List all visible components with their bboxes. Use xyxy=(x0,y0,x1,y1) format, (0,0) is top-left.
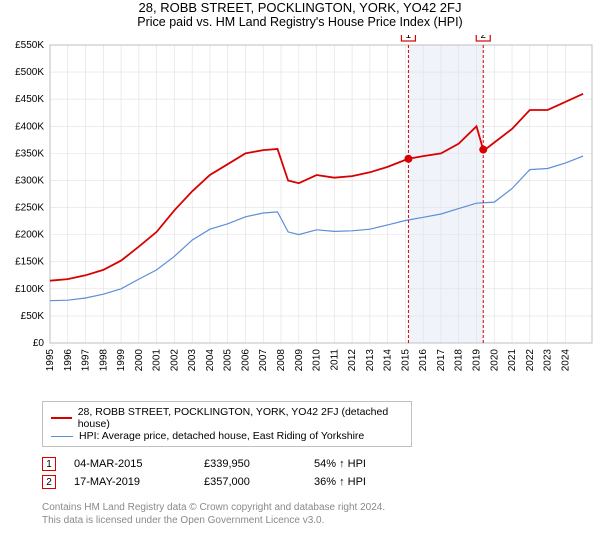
svg-text:£200K: £200K xyxy=(15,230,44,241)
legend-row: HPI: Average price, detached house, East… xyxy=(51,430,403,442)
svg-text:2023: 2023 xyxy=(543,349,554,372)
svg-text:2016: 2016 xyxy=(418,349,429,372)
svg-text:2019: 2019 xyxy=(471,349,482,372)
legend: 28, ROBB STREET, POCKLINGTON, YORK, YO42… xyxy=(42,401,412,447)
svg-text:2007: 2007 xyxy=(258,349,269,372)
svg-text:2022: 2022 xyxy=(525,349,536,372)
transactions-table: 1 04-MAR-2015£339,95054% ↑ HPI 2 17-MAY-201… xyxy=(42,455,600,491)
svg-text:£250K: £250K xyxy=(15,203,44,214)
footnote-line-1: Contains HM Land Registry data © Crown c… xyxy=(42,501,600,514)
transaction-date: 17-MAY-2019 xyxy=(74,476,204,488)
svg-text:2014: 2014 xyxy=(383,349,394,372)
legend-swatch xyxy=(51,417,72,419)
svg-text:£100K: £100K xyxy=(15,284,44,295)
chart-area: £0 £50K £100K £150K £200K £250K £300K £350K £400… xyxy=(0,35,600,395)
svg-text:£0: £0 xyxy=(33,338,45,349)
svg-text:1996: 1996 xyxy=(63,349,74,372)
svg-text:2002: 2002 xyxy=(169,349,180,372)
legend-row: 28, ROBB STREET, POCKLINGTON, YORK, YO42… xyxy=(51,406,403,430)
legend-label: HPI: Average price, detached house, East… xyxy=(79,430,364,442)
footnote: Contains HM Land Registry data © Crown c… xyxy=(42,501,600,527)
svg-text:2021: 2021 xyxy=(507,349,518,372)
svg-text:1999: 1999 xyxy=(116,349,127,372)
svg-text:1998: 1998 xyxy=(98,349,109,372)
svg-text:2024: 2024 xyxy=(560,349,571,372)
transaction-hpi: 36% ↑ HPI xyxy=(314,476,414,488)
svg-text:2005: 2005 xyxy=(223,349,234,372)
transaction-row: 1 04-MAR-2015£339,95054% ↑ HPI xyxy=(42,455,600,473)
svg-text:£450K: £450K xyxy=(15,94,44,105)
svg-text:1995: 1995 xyxy=(45,349,56,372)
svg-text:£400K: £400K xyxy=(15,121,44,132)
svg-text:2011: 2011 xyxy=(329,349,340,371)
svg-text:2017: 2017 xyxy=(436,349,447,372)
transaction-row: 2 17-MAY-2019£357,00036% ↑ HPI xyxy=(42,473,600,491)
svg-text:£350K: £350K xyxy=(15,148,44,159)
footnote-line-2: This data is licensed under the Open Gov… xyxy=(42,514,600,527)
transaction-price: £339,950 xyxy=(204,458,314,470)
svg-text:1: 1 xyxy=(406,35,412,41)
svg-text:2018: 2018 xyxy=(454,349,465,372)
svg-text:2013: 2013 xyxy=(365,349,376,372)
transaction-marker-box: 2 xyxy=(42,475,56,489)
svg-text:1997: 1997 xyxy=(81,349,92,372)
svg-text:2012: 2012 xyxy=(347,349,358,372)
transaction-marker-box: 1 xyxy=(42,457,56,471)
chart-svg: £0 £50K £100K £150K £200K £250K £300K £350K £400… xyxy=(0,35,600,395)
transaction-price: £357,000 xyxy=(204,476,314,488)
svg-text:£50K: £50K xyxy=(21,311,45,322)
chart-subtitle: Price paid vs. HM Land Registry's House … xyxy=(0,15,600,29)
svg-text:£300K: £300K xyxy=(15,175,44,186)
svg-text:£150K: £150K xyxy=(15,257,44,268)
svg-text:£550K: £550K xyxy=(15,40,44,51)
svg-text:2001: 2001 xyxy=(152,349,163,372)
svg-text:2004: 2004 xyxy=(205,349,216,372)
svg-text:2006: 2006 xyxy=(240,349,251,372)
transaction-date: 04-MAR-2015 xyxy=(74,458,204,470)
svg-text:2000: 2000 xyxy=(134,349,145,372)
svg-text:2: 2 xyxy=(480,35,486,41)
legend-swatch xyxy=(51,436,73,437)
chart-title: 28, ROBB STREET, POCKLINGTON, YORK, YO42… xyxy=(0,0,600,15)
svg-text:2010: 2010 xyxy=(312,349,323,372)
svg-text:2009: 2009 xyxy=(294,349,305,372)
transaction-hpi: 54% ↑ HPI xyxy=(314,458,414,470)
svg-text:2003: 2003 xyxy=(187,349,198,372)
svg-text:£500K: £500K xyxy=(15,67,44,78)
legend-label: 28, ROBB STREET, POCKLINGTON, YORK, YO42… xyxy=(78,406,403,430)
svg-text:2008: 2008 xyxy=(276,349,287,372)
svg-text:2020: 2020 xyxy=(489,349,500,372)
svg-text:2015: 2015 xyxy=(400,349,411,372)
